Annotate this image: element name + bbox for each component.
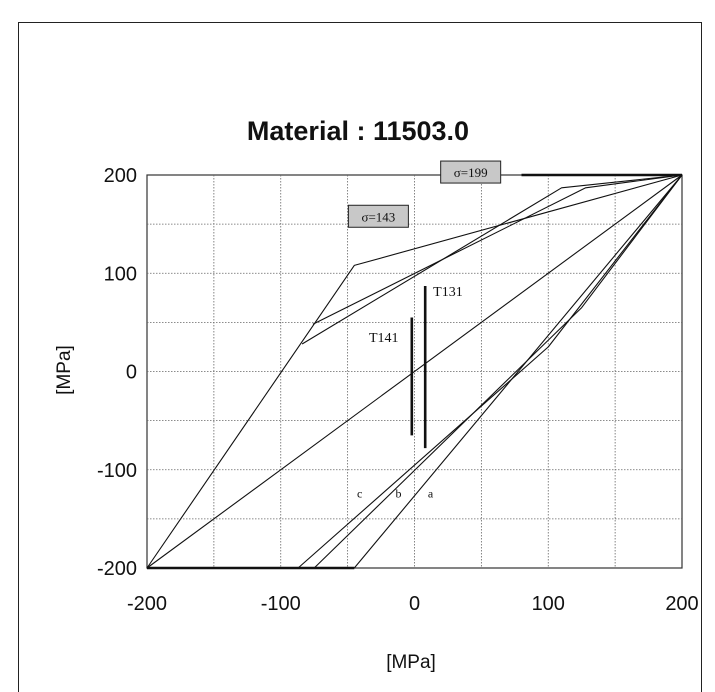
series-line-7 [313,174,683,569]
tick-labels: -200 -100 0 100 200 200 100 0 -100 -200 [97,165,699,615]
y-tick-label: 200 [104,165,137,187]
series-group [146,173,683,570]
series-line-5 [312,174,683,325]
series-line-4 [301,174,683,345]
stress-label: σ=143 [361,209,395,224]
stress-label: σ=199 [454,165,488,180]
x-tick-label: -200 [127,593,167,615]
y-tick-label: 0 [126,362,137,384]
y-tick-label: -200 [97,558,137,580]
series-line-6 [297,174,683,569]
y-tick-label: -100 [97,460,137,482]
stress-label-box [347,204,409,228]
curve-annotation: T141 [369,331,399,346]
annotations: σ=199 σ=143 T131 T141 c b a [347,160,502,500]
y-axis-label: [MPa] [54,345,75,395]
x-tick-label: -100 [261,593,301,615]
series-line-2 [146,174,683,569]
chart-title: Material : 11503.0 [247,116,469,146]
chart-frame [18,22,702,692]
curve-annotation: b [395,486,401,500]
curve-annotation: a [428,486,434,500]
curve-annotation: c [357,486,362,500]
x-tick-label: 0 [409,593,420,615]
x-tick-label: 200 [665,593,698,615]
y-tick-label: 100 [104,263,137,285]
stress-label-box [440,160,502,184]
x-axis-label: [MPa] [386,652,436,673]
curve-annotation: T131 [433,285,463,300]
x-tick-label: 100 [532,593,565,615]
series-line-1 [146,174,683,569]
